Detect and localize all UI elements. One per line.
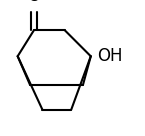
- Text: OH: OH: [97, 47, 123, 65]
- Text: O: O: [27, 0, 40, 5]
